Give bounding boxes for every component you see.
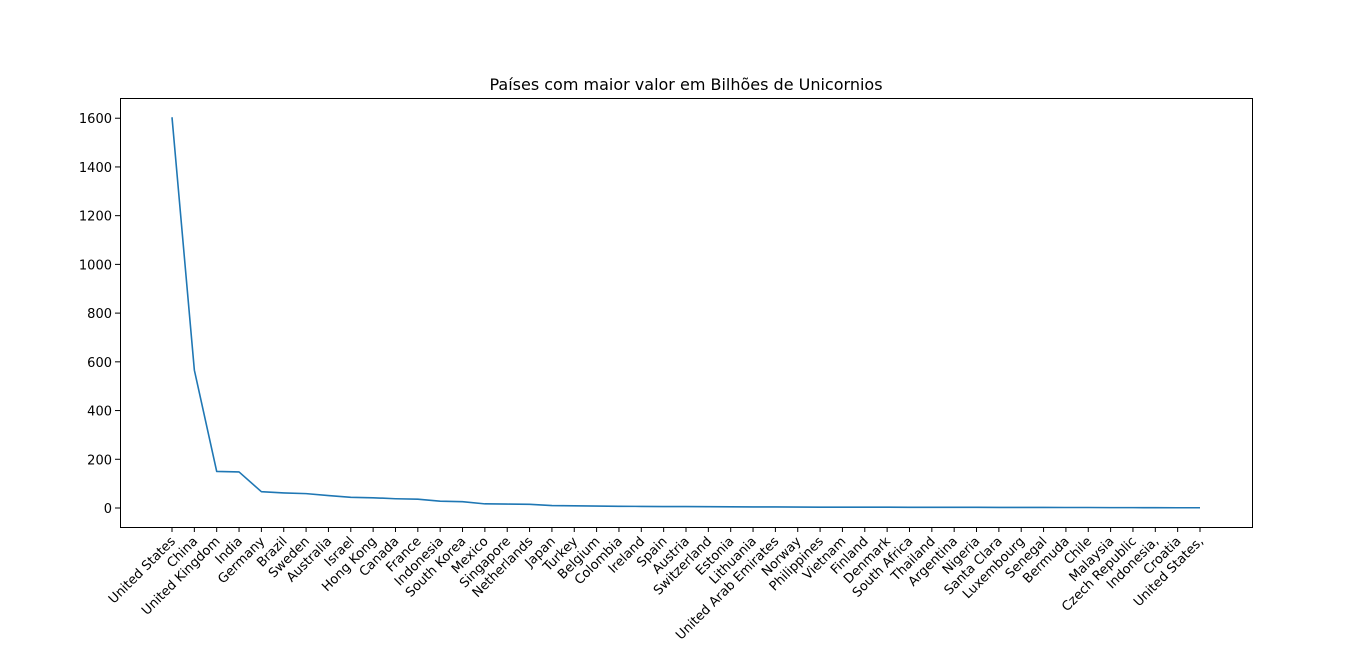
series-line — [171, 117, 1200, 509]
y-tick-label: 1600 — [79, 112, 112, 127]
y-tick-label: 1200 — [79, 210, 112, 225]
y-axis: 0 200 400 600 800 1000 1200 1400 1600 — [79, 112, 120, 517]
plot-frame — [120, 98, 1253, 528]
y-tick-label: 200 — [87, 453, 112, 468]
series-group — [171, 117, 1200, 509]
y-tick-label: 400 — [87, 405, 112, 420]
chart-title: Países com maior valor em Bilhões de Uni… — [489, 75, 882, 94]
y-tick-label: 600 — [87, 356, 112, 371]
y-tick-label: 1400 — [79, 161, 112, 176]
y-tick-label: 0 — [104, 502, 112, 517]
y-tick-label: 800 — [87, 307, 112, 322]
y-tick-label: 1000 — [79, 258, 112, 273]
